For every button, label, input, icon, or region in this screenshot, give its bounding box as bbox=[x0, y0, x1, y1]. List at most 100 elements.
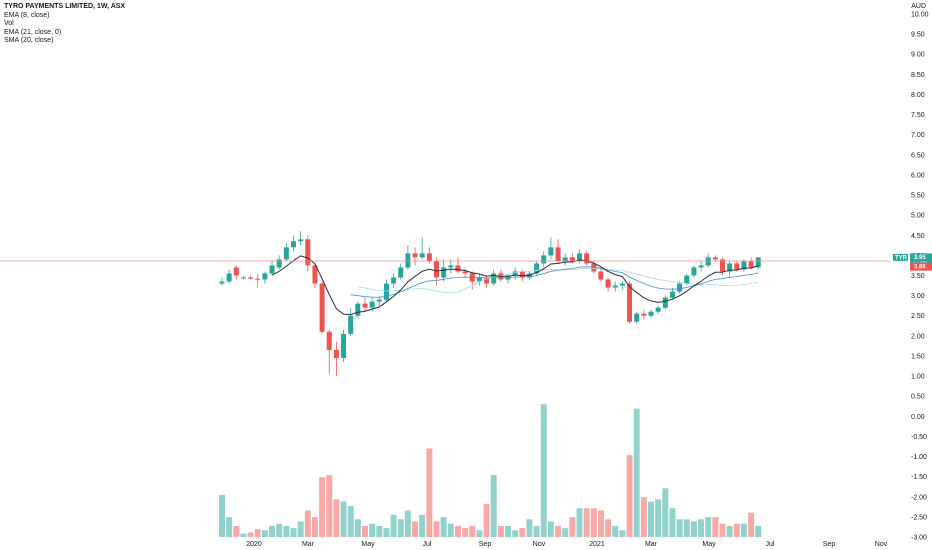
volume-bar bbox=[505, 525, 511, 537]
volume-bar bbox=[226, 517, 233, 537]
volume-bar bbox=[247, 532, 254, 537]
volume-bar bbox=[326, 475, 333, 537]
y-tick-label: -1.50 bbox=[911, 474, 927, 481]
y-tick-label: 10.00 bbox=[911, 12, 929, 19]
volume-bar bbox=[447, 523, 454, 537]
x-tick-label: Sep bbox=[479, 541, 492, 548]
legend-title: TYRO PAYMENTS LIMITED, 1W, ASX bbox=[4, 3, 126, 10]
volume-bar bbox=[683, 519, 690, 537]
volume-bar bbox=[240, 533, 247, 537]
y-tick-label: 9.00 bbox=[911, 52, 925, 59]
candle-body bbox=[255, 278, 261, 280]
price-tags: TYR 3.95 1d 20h 3.86 bbox=[893, 253, 932, 271]
volume-bar bbox=[533, 525, 540, 537]
volume-bar bbox=[490, 475, 497, 537]
candle-body bbox=[734, 263, 740, 270]
candle-body bbox=[419, 253, 425, 258]
candle-body bbox=[684, 275, 690, 284]
volume-bar bbox=[319, 477, 326, 537]
volume-bar bbox=[219, 494, 225, 537]
candle-body bbox=[291, 241, 296, 248]
candle-body bbox=[341, 333, 347, 358]
candle-body bbox=[555, 247, 561, 262]
volume-bar bbox=[354, 519, 361, 537]
candle-body bbox=[233, 267, 239, 276]
y-tick-label: 4.50 bbox=[911, 233, 925, 240]
price-axis[interactable]: 10.00 9.50 9.00 8.50 8.00 7.50 7.00 6.50 6.00 5.5… bbox=[911, 12, 929, 542]
candle-body bbox=[262, 273, 268, 280]
candle-body bbox=[333, 349, 339, 358]
volume-bar bbox=[648, 501, 654, 537]
candle-body bbox=[712, 257, 718, 260]
x-tick-label: Mar bbox=[645, 541, 658, 548]
volume-bar bbox=[597, 510, 604, 537]
volume-bar bbox=[740, 523, 747, 537]
candle-body bbox=[298, 239, 304, 242]
x-tick-label: Sep bbox=[823, 541, 836, 548]
volume-bar bbox=[419, 514, 426, 537]
volume-bar bbox=[454, 525, 461, 537]
line-price-text: 3.86 bbox=[914, 265, 926, 271]
candle-body bbox=[648, 311, 654, 316]
candle-body bbox=[634, 313, 640, 322]
volume-bar bbox=[333, 499, 340, 537]
y-tick-label: 3.00 bbox=[911, 293, 925, 300]
candle-body bbox=[412, 253, 418, 258]
volume-bar bbox=[619, 530, 626, 537]
candle-body bbox=[455, 265, 461, 272]
symbol-tag-text: TYR bbox=[895, 255, 908, 261]
candle-body bbox=[462, 271, 468, 274]
candle-body bbox=[519, 271, 525, 278]
volume-bar bbox=[655, 499, 662, 537]
ema21-line bbox=[350, 266, 759, 298]
volume-bar bbox=[483, 503, 490, 537]
candle-body bbox=[398, 267, 404, 278]
volume-bar bbox=[397, 519, 404, 537]
x-tick-label: 2021 bbox=[589, 541, 605, 548]
legend-indicator-ema8[interactable]: EMA (8, close) bbox=[4, 11, 50, 19]
candle-body bbox=[577, 253, 582, 262]
y-tick-label: -1.00 bbox=[911, 454, 927, 461]
candle-body bbox=[391, 277, 397, 284]
volume-bar bbox=[340, 501, 347, 537]
volume-bar bbox=[290, 528, 297, 537]
candle-body bbox=[405, 253, 411, 268]
volume-bar bbox=[690, 521, 697, 537]
candle-body bbox=[720, 259, 725, 272]
time-axis[interactable]: 2020 Mar May Jul Sep Nov 2021 Mar May Jul Sep Nov bbox=[246, 541, 888, 548]
x-tick-label: Mar bbox=[302, 541, 315, 548]
volume-bar bbox=[519, 528, 526, 537]
volume-bar bbox=[369, 523, 376, 537]
y-tick-label: 7.00 bbox=[911, 132, 925, 139]
volume-bar bbox=[261, 530, 268, 537]
volume-bar bbox=[512, 530, 519, 537]
candle-body bbox=[441, 267, 447, 278]
volume-bar bbox=[362, 525, 368, 537]
symbol-tag bbox=[893, 253, 908, 261]
legend-indicator-vol[interactable]: Vol bbox=[4, 20, 14, 27]
volume-bar bbox=[526, 519, 533, 537]
candle-body bbox=[248, 277, 254, 279]
candle-body bbox=[240, 277, 246, 279]
volume-bar bbox=[612, 525, 619, 537]
x-tick-label: May bbox=[361, 541, 375, 548]
candle-body bbox=[755, 257, 761, 268]
y-tick-label: 6.00 bbox=[911, 172, 925, 179]
x-tick-label: Nov bbox=[875, 541, 888, 548]
candle-body bbox=[655, 307, 661, 312]
volume-bar bbox=[719, 523, 726, 537]
volume-bar bbox=[540, 404, 547, 537]
y-tick-label: 2.50 bbox=[911, 313, 925, 320]
candle-body bbox=[348, 315, 354, 334]
volume-bar bbox=[440, 517, 447, 537]
legend-indicator-sma20[interactable]: SMA (20, close) bbox=[4, 37, 54, 44]
y-tick-label: 9.50 bbox=[911, 32, 925, 39]
volume-bar bbox=[269, 525, 276, 537]
candle-body bbox=[534, 263, 540, 274]
legend-indicator-ema21[interactable]: EMA (21, close, 0) bbox=[4, 28, 62, 36]
volume-bar bbox=[748, 512, 755, 537]
volume-bar bbox=[476, 530, 483, 537]
y-tick-label: 1.50 bbox=[911, 353, 925, 360]
candle-body bbox=[226, 273, 232, 282]
